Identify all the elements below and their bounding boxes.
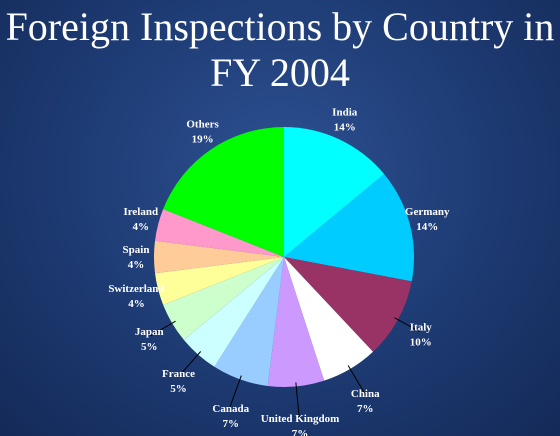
leader-line [178, 351, 202, 377]
slice-value-label: 4% [128, 298, 145, 310]
slice-value-label: 4% [128, 259, 145, 271]
pie-slice [284, 257, 412, 352]
slice-label: Ireland [123, 206, 158, 218]
pie-slice [163, 127, 284, 257]
leader-line [228, 375, 242, 411]
slice-value-label: 5% [170, 383, 187, 395]
pie-slice [284, 127, 385, 257]
chart-title: Foreign Inspections by Country in FY 200… [5, 4, 555, 95]
pie-slice [284, 257, 373, 381]
slice-label: Japan [135, 326, 164, 338]
slice-value-label: 7% [223, 418, 240, 430]
slice-label: Spain [123, 244, 150, 256]
pie-slice [267, 257, 325, 388]
slice-label: Germany [405, 206, 450, 218]
pie-slice [183, 257, 284, 367]
slice-label: India [332, 106, 358, 118]
slice-value-label: 5% [141, 341, 158, 353]
slice-value-label: 7% [357, 403, 374, 415]
slice-label: Canada [212, 403, 249, 415]
slice-label: China [351, 388, 380, 400]
pie-slice [163, 257, 284, 340]
leader-line [150, 320, 176, 337]
pie-slice [284, 174, 414, 282]
pie-slice [214, 257, 284, 386]
slice-label: France [162, 368, 195, 380]
leader-line [394, 317, 420, 332]
slice-value-label: 14% [416, 221, 438, 233]
slice-label: United Kingdom [261, 413, 340, 425]
leader-line [295, 382, 300, 421]
slice-value-label: 14% [334, 121, 356, 133]
slice-value-label: 19% [192, 133, 214, 145]
leader-line [347, 365, 367, 397]
pie-slice [155, 257, 284, 305]
slice-label: Italy [410, 321, 433, 333]
slice-value-label: 4% [133, 221, 150, 233]
slice-label: Switzerland [108, 283, 164, 295]
slice-value-label: 7% [292, 428, 309, 436]
slice-value-label: 10% [410, 336, 432, 348]
pie-slice [154, 240, 284, 274]
slice-label: Others [186, 118, 219, 130]
pie-slice [155, 209, 284, 257]
